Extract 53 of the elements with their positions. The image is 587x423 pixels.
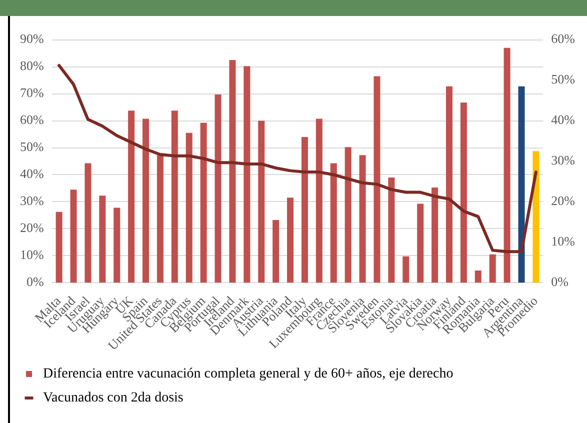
bar <box>532 151 540 283</box>
y-tick-label: 20% <box>20 220 44 236</box>
bar <box>489 254 496 283</box>
y2-tick-label: 30% <box>551 152 576 168</box>
bar <box>70 190 77 283</box>
bar <box>258 120 265 283</box>
bar <box>504 48 510 283</box>
legend-label: Vacunados con 2da dosis <box>43 390 184 406</box>
y2-tick-label: 0% <box>551 274 569 290</box>
y-tick-label: 90% <box>20 31 44 46</box>
legend-label: Diferencia entre vacunación completa general y de 60+ años, eje derecho <box>43 366 454 382</box>
bar <box>388 177 395 283</box>
bar <box>56 212 62 283</box>
bar <box>171 110 178 283</box>
y-tick-label: 60% <box>20 112 44 128</box>
y-tick-label: 10% <box>20 247 44 262</box>
bar <box>114 208 120 283</box>
y2-tick-label: 50% <box>551 72 576 87</box>
bar <box>474 270 482 283</box>
bar <box>316 118 322 283</box>
y-tick-label: 50% <box>20 139 44 154</box>
bar <box>128 110 135 283</box>
y2-tick-label: 20% <box>551 193 576 208</box>
bar <box>417 204 424 283</box>
bar <box>186 132 192 283</box>
bar <box>518 86 525 283</box>
bar <box>99 196 106 283</box>
bar <box>301 136 308 283</box>
y-tick-label: 30% <box>20 193 44 208</box>
bar <box>84 163 92 283</box>
bar <box>156 155 164 283</box>
bar <box>142 118 150 283</box>
y-tick-label: 70% <box>20 85 44 100</box>
bar <box>344 147 352 283</box>
y-tick-label: 40% <box>20 166 44 182</box>
bar <box>460 102 467 283</box>
bar <box>359 155 366 283</box>
y2-tick-label: 40% <box>551 112 576 128</box>
bar <box>200 122 207 283</box>
bar <box>229 60 236 283</box>
y2-tick-label: 10% <box>551 234 576 249</box>
bar <box>446 86 452 283</box>
y-tick-label: 0% <box>26 274 44 290</box>
y-tick-label: 80% <box>20 58 44 74</box>
bar <box>272 220 280 283</box>
bar <box>374 76 380 283</box>
bar <box>287 198 294 283</box>
bar <box>432 188 438 283</box>
bar <box>214 94 222 283</box>
y2-tick-label: 60% <box>551 31 576 46</box>
bar <box>402 256 410 283</box>
bar <box>244 66 250 283</box>
bar <box>330 163 337 283</box>
